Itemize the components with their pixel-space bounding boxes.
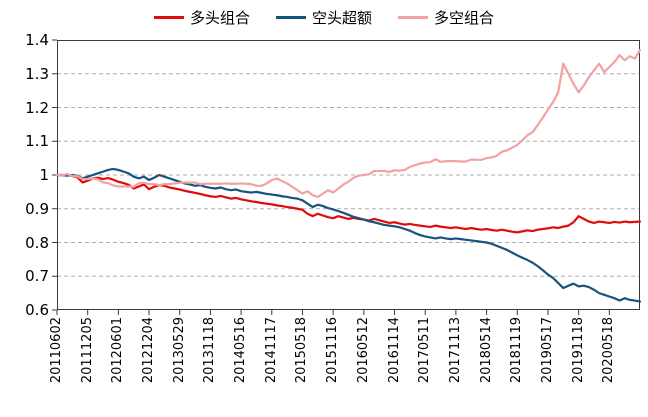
series-line [55,167,642,303]
y-axis-tick-label: 0.7 [25,267,49,286]
x-axis-tick-label: 20191118 [570,317,586,384]
x-axis-tick-label: 20170511 [417,317,433,384]
legend-item-short-excess: 空头超额 [275,7,372,28]
y-axis-tick-label: 0.8 [25,233,49,252]
chart-plot-area [52,39,642,315]
y-axis-tick-label: 0.6 [25,301,49,319]
x-axis-tick-label: 20200518 [601,317,617,384]
x-axis-tick-label: 20141117 [263,317,279,384]
y-axis-tick-label: 0.9 [25,199,49,218]
x-axis-tick-label: 20130529 [171,317,187,384]
y-axis-tick-label: 1.4 [25,31,49,49]
x-axis-tick-label: 20151116 [325,317,341,384]
legend-line-swatch-red [153,16,184,19]
legend-item-long-short-portfolio: 多空组合 [398,7,494,28]
x-axis-tick-label: 20160512 [355,317,371,384]
y-axis-tick-label: 1 [39,166,49,184]
x-axis-tick-label: 20161114 [386,317,402,384]
x-axis-tick-label: 20190517 [539,317,555,384]
chart-legend: 多头组合 空头超额 多空组合 [0,7,648,28]
y-axis-tick-label: 1.1 [25,132,49,151]
legend-line-swatch-blue [275,16,306,19]
legend-label: 多空组合 [434,9,495,27]
x-axis-tick-label: 20181119 [509,317,525,384]
x-axis-tick-label: 20150518 [294,317,310,384]
series-line [55,173,642,234]
x-axis-tick-label: 20111205 [79,317,95,384]
legend-label: 空头超额 [311,9,372,27]
y-axis-tick-label: 1.2 [25,98,49,117]
legend-line-swatch-pink [398,16,428,19]
x-axis-tick-label: 20110602 [49,317,64,384]
legend-label: 多头组合 [189,9,250,27]
x-axis-tick-label: 20121204 [141,317,157,384]
legend-item-long-portfolio: 多头组合 [153,7,250,28]
x-axis-tick-label: 20140516 [233,317,249,384]
x-axis-tick-label: 20131118 [202,317,218,384]
x-axis-tick-label: 20120601 [110,317,126,384]
series-line [55,49,642,199]
x-axis-tick-label: 20171113 [447,317,463,384]
y-axis-tick-label: 1.3 [25,64,49,83]
x-axis-tick-label: 20180514 [478,317,494,384]
